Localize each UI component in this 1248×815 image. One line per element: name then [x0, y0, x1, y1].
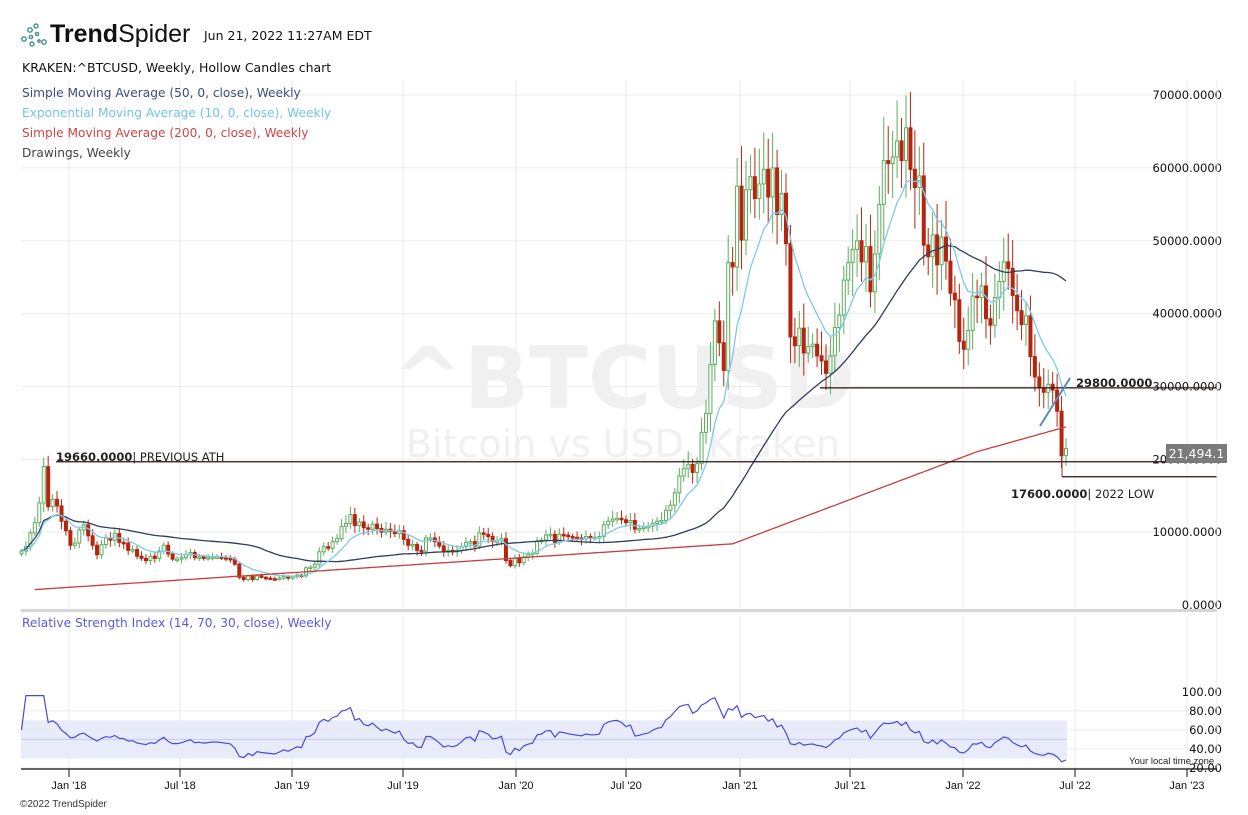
svg-text:70000.0000: 70000.0000	[1152, 88, 1222, 102]
svg-text:40000.0000: 40000.0000	[1152, 307, 1222, 321]
low-2022-label: 17600.0000| 2022 LOW	[1011, 487, 1154, 501]
svg-text:10000.0000: 10000.0000	[1152, 525, 1222, 539]
previous-ath-label: 19660.0000| PREVIOUS ATH	[56, 450, 224, 464]
svg-text:Jan '22: Jan '22	[945, 780, 980, 792]
svg-text:Jan '23: Jan '23	[1169, 780, 1204, 792]
spider-logo-icon	[21, 22, 47, 47]
brand-bold: Trend	[50, 20, 119, 48]
svg-text:Jan '18: Jan '18	[51, 780, 86, 792]
svg-text:0.0000: 0.0000	[1182, 598, 1222, 612]
legend-ema10[interactable]: Exponential Moving Average (10, 0, close…	[22, 106, 332, 120]
legend-drawings[interactable]: Drawings, Weekly	[22, 146, 131, 160]
timestamp: Jun 21, 2022 11:27AM EDT	[204, 28, 372, 43]
svg-text:Jan '20: Jan '20	[498, 780, 533, 792]
support-29800-label: 29800.0000	[1076, 376, 1153, 390]
svg-text:50000.0000: 50000.0000	[1152, 234, 1222, 248]
svg-text:Bitcoin vs USD, Kraken: Bitcoin vs USD, Kraken	[406, 422, 840, 466]
low-2022-value: 17600.0000	[1011, 487, 1088, 501]
previous-ath-value: 19660.0000	[56, 450, 133, 464]
symbol-line: KRAKEN:^BTCUSD, Weekly, Hollow Candles c…	[22, 60, 332, 75]
svg-text:20.00: 20.00	[1189, 761, 1222, 775]
svg-text:60000.0000: 60000.0000	[1152, 161, 1222, 175]
timezone-note: Your local time zone	[1129, 756, 1215, 767]
svg-text:80.00: 80.00	[1189, 704, 1222, 718]
svg-text:Jul '20: Jul '20	[610, 780, 641, 792]
legend-sma200[interactable]: Simple Moving Average (200, 0, close), W…	[22, 126, 309, 140]
svg-text:100.00: 100.00	[1182, 685, 1222, 699]
legend-sma50[interactable]: Simple Moving Average (50, 0, close), We…	[22, 86, 301, 100]
last-price-tag: 21,494.1	[1166, 444, 1227, 463]
rsi-title[interactable]: Relative Strength Index (14, 70, 30, clo…	[22, 616, 332, 630]
svg-text:Jan '19: Jan '19	[274, 780, 309, 792]
svg-text:Jul '21: Jul '21	[834, 780, 865, 792]
svg-text:Jul '19: Jul '19	[387, 780, 418, 792]
copyright: ©2022 TrendSpider	[20, 799, 107, 810]
svg-text:Jul '18: Jul '18	[164, 780, 195, 792]
svg-text:30000.0000: 30000.0000	[1152, 379, 1222, 393]
svg-text:40.00: 40.00	[1189, 742, 1222, 756]
brand-light: Spider	[118, 20, 191, 48]
brand-logo: TrendSpider	[20, 20, 190, 49]
svg-text:^BTCUSD: ^BTCUSD	[392, 329, 855, 429]
svg-text:60.00: 60.00	[1189, 723, 1222, 737]
svg-text:Jan '21: Jan '21	[722, 780, 757, 792]
svg-text:Jul '22: Jul '22	[1059, 780, 1090, 792]
previous-ath-text: | PREVIOUS ATH	[132, 450, 225, 464]
low-2022-text: | 2022 LOW	[1087, 487, 1155, 501]
